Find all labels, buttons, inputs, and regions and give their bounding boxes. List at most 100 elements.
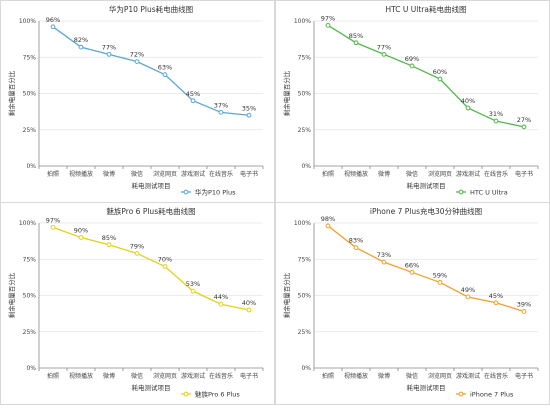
data-label: 63% <box>158 64 172 72</box>
x-tick-label: 电子书 <box>515 372 533 380</box>
data-label: 69% <box>405 55 419 63</box>
data-label: 40% <box>461 97 475 105</box>
y-tick-label: 25% <box>23 127 37 134</box>
y-axis-title: 剩余电量百分比 <box>282 272 291 318</box>
y-axis-title: 剩余电量百分比 <box>7 70 16 116</box>
data-label: 90% <box>74 227 88 235</box>
data-label: 40% <box>242 299 256 307</box>
data-label: 37% <box>214 101 228 109</box>
data-label: 53% <box>186 280 200 288</box>
data-point <box>78 235 84 240</box>
y-tick-label: 25% <box>298 127 312 134</box>
data-label: 79% <box>130 242 144 250</box>
series-line <box>52 26 250 116</box>
y-tick-label: 75% <box>298 54 312 61</box>
data-label: 59% <box>433 271 447 279</box>
y-tick-label: 25% <box>298 329 312 336</box>
data-point <box>521 309 527 314</box>
data-label: 96% <box>46 16 60 24</box>
data-label: 45% <box>489 292 503 300</box>
y-tick-label: 50% <box>298 91 312 98</box>
y-tick-label: 100% <box>294 220 311 227</box>
series-line <box>327 225 525 313</box>
x-tick-label: 游戏测试 <box>456 170 480 178</box>
y-tick-label: 0% <box>26 163 36 170</box>
data-point <box>190 98 196 104</box>
data-label: 85% <box>102 234 116 242</box>
x-tick-label: 微博 <box>378 170 390 178</box>
chart-panel-iphone-7-plus: iPhone 7 Plus充电30分钟曲线图 0% 25% 50% 75% 100% 拍照 视… <box>275 202 550 405</box>
data-label: 60% <box>433 68 447 76</box>
x-tick-label: 微信 <box>131 372 143 380</box>
data-point <box>437 280 443 285</box>
data-point <box>134 251 140 256</box>
series-line <box>52 226 250 311</box>
x-tick-label: 浏览网页 <box>153 170 177 178</box>
chart-title: 魅族Pro 6 Plus耗电曲线图 <box>106 206 195 216</box>
y-axis-title: 剩余电量百分比 <box>7 272 16 318</box>
x-tick-label: 游戏测试 <box>181 170 205 178</box>
x-tick-label: 在线音乐 <box>209 170 233 178</box>
y-tick-label: 50% <box>23 91 37 98</box>
chart-panel-huawei-p10-plus: 华为P10 Plus耗电曲线图 0% 25% 50% 75% 100% 拍照 视频播放 微博 微信… <box>0 0 275 203</box>
data-point <box>353 245 359 251</box>
data-point <box>246 307 252 313</box>
chart-iphone-7-plus: iPhone 7 Plus充电30分钟曲线图 0% 25% 50% 75% 100% 拍照 视… <box>282 206 539 398</box>
chart-title: 华为P10 Plus耗电曲线图 <box>109 4 193 14</box>
data-label: 73% <box>377 251 391 259</box>
chart-panel-htc-u-ultra: HTC U Ultra耗电曲线图 0% 25% 50% 75% 100% 拍照 视频播放 微博 微… <box>275 0 550 203</box>
data-label: 45% <box>186 90 200 98</box>
x-tick-label: 微信 <box>406 170 418 178</box>
data-point <box>409 269 415 275</box>
x-tick-label: 拍照 <box>322 372 334 380</box>
x-axis-title: 耗电测试项目 <box>407 181 446 190</box>
data-label: 77% <box>377 43 391 51</box>
data-point <box>409 63 415 69</box>
y-tick-label: 0% <box>301 365 311 372</box>
legend-marker <box>183 391 189 397</box>
data-point <box>190 288 196 294</box>
data-point <box>493 118 499 124</box>
data-label: 31% <box>489 110 503 118</box>
x-tick-label: 游戏测试 <box>456 372 480 380</box>
chart-meizu-pro-6-plus: 魅族Pro 6 Plus耗电曲线图 0% 25% 50% 75% 100% 拍照 视频播放 微博… <box>7 206 264 398</box>
data-label: 66% <box>405 261 419 269</box>
y-tick-label: 25% <box>23 329 37 336</box>
data-label: 49% <box>461 286 475 294</box>
data-label: 97% <box>46 216 60 224</box>
x-tick-label: 拍照 <box>322 170 334 178</box>
x-tick-label: 游戏测试 <box>181 372 205 380</box>
chart-title: HTC U Ultra耗电曲线图 <box>386 4 467 14</box>
x-tick-label: 在线音乐 <box>484 372 508 380</box>
data-point <box>465 105 471 111</box>
data-point <box>218 109 224 115</box>
legend-marker <box>458 391 464 397</box>
data-label: 27% <box>517 116 531 124</box>
y-tick-label: 100% <box>294 18 311 25</box>
legend-label: iPhone 7 Plus <box>470 390 514 398</box>
data-point <box>50 24 56 30</box>
y-tick-label: 75% <box>23 256 37 263</box>
x-tick-label: 浏览网页 <box>153 372 177 380</box>
data-point <box>106 242 112 248</box>
data-label: 97% <box>321 14 335 22</box>
x-tick-label: 在线音乐 <box>209 372 233 380</box>
legend-marker <box>458 189 464 195</box>
data-point <box>381 259 387 265</box>
x-axis-title: 耗电测试项目 <box>407 383 446 392</box>
x-tick-label: 视频播放 <box>344 170 368 178</box>
x-tick-label: 微博 <box>103 170 115 178</box>
y-tick-label: 100% <box>19 220 36 227</box>
data-point <box>134 59 140 64</box>
data-label: 82% <box>74 36 88 44</box>
x-tick-label: 微博 <box>378 372 390 380</box>
y-tick-label: 50% <box>298 293 312 300</box>
x-tick-label: 电子书 <box>240 372 258 380</box>
data-point <box>353 40 359 46</box>
data-label: 44% <box>214 293 228 301</box>
data-label: 85% <box>349 32 363 40</box>
legend-label: 华为P10 Plus <box>195 187 236 196</box>
x-tick-label: 微博 <box>103 372 115 380</box>
y-tick-label: 75% <box>298 256 312 263</box>
x-tick-label: 视频播放 <box>69 372 93 380</box>
